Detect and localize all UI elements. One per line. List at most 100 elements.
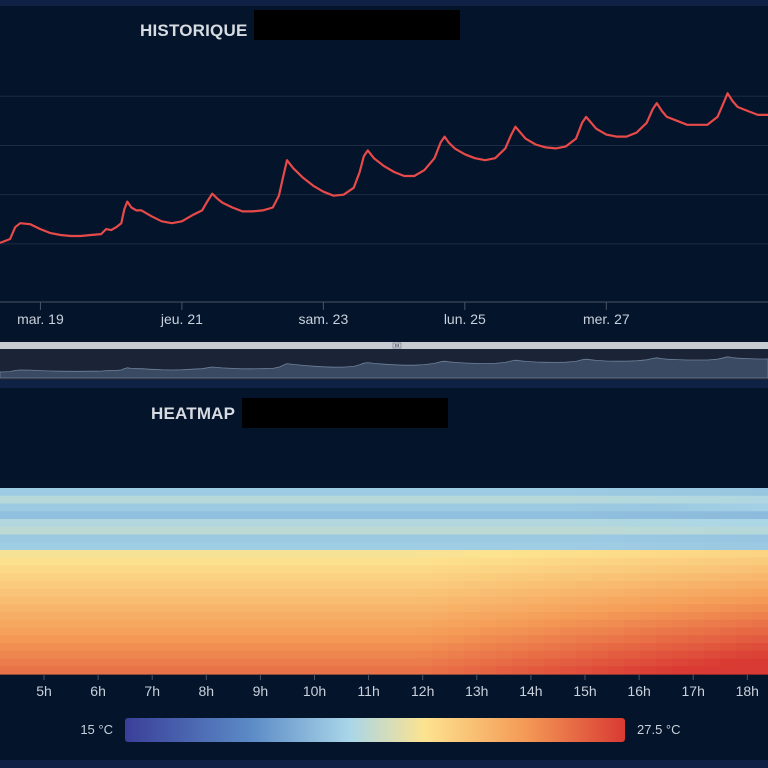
heatmap-cell xyxy=(64,643,81,652)
heatmap-cell xyxy=(272,550,289,559)
heatmap-cell xyxy=(0,666,17,675)
heatmap-cell xyxy=(544,619,561,629)
heatmap-cell xyxy=(128,666,145,675)
heatmap-cell xyxy=(640,658,657,667)
heatmap-cell xyxy=(464,557,481,567)
heatmap-cell xyxy=(272,666,289,675)
navigator-handle-icon[interactable] xyxy=(392,342,402,349)
heatmap-cell xyxy=(16,635,33,644)
heatmap-cell xyxy=(208,596,225,605)
heatmap-cell xyxy=(704,596,721,605)
heatmap-cell xyxy=(192,650,209,660)
heatmap-cell xyxy=(64,658,81,667)
heatmap-cell xyxy=(720,495,737,505)
heatmap-cell xyxy=(368,519,385,528)
heatmap-cell xyxy=(432,604,449,613)
historique-line-chart[interactable]: mar. 19 jeu. 21 sam. 23 lun. 25 mer. 27 xyxy=(0,6,768,380)
navigator-scrollbar[interactable] xyxy=(0,342,768,349)
heatmap-cell xyxy=(576,495,593,505)
heatmap-cell xyxy=(336,658,353,667)
heatmap-cell xyxy=(656,619,673,629)
heatmap-cell xyxy=(704,643,721,652)
heatmap-cell xyxy=(560,650,577,660)
heatmap-cell xyxy=(384,557,401,567)
heatmap-cell xyxy=(256,488,273,497)
heatmap-cell xyxy=(480,643,497,652)
heatmap-cell xyxy=(720,627,737,636)
heatmap-cell xyxy=(736,488,753,497)
heatmap-cell xyxy=(528,650,545,660)
heatmap-cell xyxy=(320,565,337,574)
heatmap-cell xyxy=(112,604,129,613)
heatmap-cell xyxy=(640,511,657,520)
heatmap-cell xyxy=(176,550,193,559)
heatmap-cell xyxy=(320,627,337,636)
heatmap-cell xyxy=(512,635,529,644)
heatmap-cell xyxy=(704,542,721,551)
heatmap-cell xyxy=(16,557,33,567)
heatmap-cell xyxy=(208,627,225,636)
heatmap-cell xyxy=(528,596,545,605)
heatmap-cell xyxy=(688,627,705,636)
heatmap-cell xyxy=(384,534,401,543)
heatmap-cell xyxy=(576,627,593,636)
heatmap-cell xyxy=(432,511,449,520)
heatmap-cell xyxy=(256,635,273,644)
heatmap-cell xyxy=(80,550,97,559)
heatmap-cell xyxy=(752,503,768,512)
heatmap-cell xyxy=(464,643,481,652)
heatmap-cell xyxy=(752,519,768,528)
heatmap-cell xyxy=(560,526,577,536)
heatmap-cell xyxy=(448,542,465,551)
heatmap-cell xyxy=(656,604,673,613)
heatmap-cell xyxy=(752,627,768,636)
heatmap-cell xyxy=(288,612,305,621)
heatmap-cell xyxy=(656,573,673,582)
heatmap-cell xyxy=(176,612,193,621)
heatmap-cell xyxy=(96,581,113,590)
heatmap-cell xyxy=(592,596,609,605)
heatmap-cell xyxy=(144,550,161,559)
heatmap-chart[interactable]: 5h 6h 7h 8h 9h 10h 11h 12h 13h 14h 15h 16h 17h 18h 15… xyxy=(0,388,768,760)
heatmap-cell xyxy=(688,550,705,559)
heatmap-cell xyxy=(640,596,657,605)
heatmap-cell xyxy=(640,550,657,559)
heatmap-cell xyxy=(96,565,113,574)
heatmap-cell xyxy=(0,573,17,582)
heatmap-cell xyxy=(160,635,177,644)
heatmap-cell xyxy=(656,650,673,660)
heatmap-cell xyxy=(384,612,401,621)
heatmap-cell xyxy=(16,495,33,505)
heatmap-cell xyxy=(688,588,705,598)
heatmap-cell xyxy=(0,635,17,644)
heatmap-cell xyxy=(736,627,753,636)
heatmap-cell xyxy=(624,550,641,559)
heatmap-cell xyxy=(704,635,721,644)
heatmap-cell xyxy=(304,635,321,644)
heatmap-cell xyxy=(192,588,209,598)
heatmap-cell xyxy=(400,604,417,613)
heatmap-cell xyxy=(96,550,113,559)
heatmap-cell xyxy=(512,573,529,582)
heatmap-cell xyxy=(256,612,273,621)
heatmap-cell xyxy=(592,581,609,590)
heatmap-cell xyxy=(64,581,81,590)
heatmap-cell xyxy=(368,511,385,520)
heatmap-cell xyxy=(160,557,177,567)
heatmap-title: HEATMAP xyxy=(151,404,236,423)
heatmap-cell xyxy=(208,557,225,567)
heatmap-cell xyxy=(192,534,209,543)
heatmap-cell xyxy=(160,588,177,598)
heatmap-cell xyxy=(64,604,81,613)
heatmap-cell xyxy=(592,650,609,660)
heatmap-cell xyxy=(128,658,145,667)
heatmap-cell xyxy=(592,619,609,629)
heatmap-cell xyxy=(160,542,177,551)
heatmap-cell xyxy=(496,534,513,543)
heatmap-cell xyxy=(560,666,577,675)
heatmap-cell xyxy=(208,666,225,675)
heatmap-cell xyxy=(480,588,497,598)
heatmap-cell xyxy=(240,519,257,528)
heatmap-cell xyxy=(96,526,113,536)
heatmap-cell xyxy=(336,627,353,636)
